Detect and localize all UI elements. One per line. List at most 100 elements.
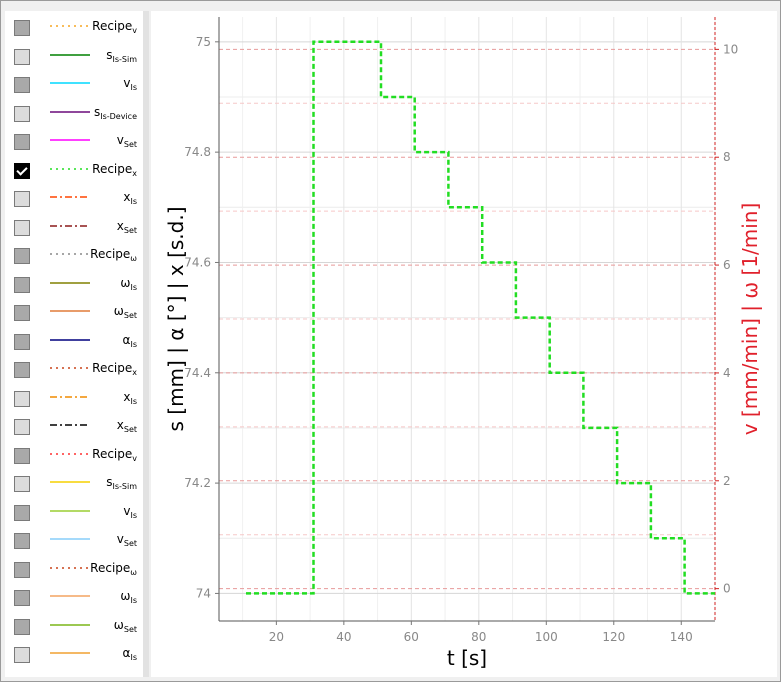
legend-toggle-checkbox[interactable]	[14, 561, 30, 578]
legend-item-s-is-sim-1[interactable]: sIs-Sim	[5, 44, 143, 72]
legend-toggle-checkbox[interactable]	[14, 590, 30, 606]
legend-toggle-checkbox[interactable]	[14, 504, 30, 521]
legend-toggle-checkbox[interactable]	[14, 134, 30, 150]
legend-toggle-checkbox[interactable]	[14, 476, 30, 492]
legend-item-recipe-w-2[interactable]: Recipeω	[5, 557, 143, 585]
x-tick-label: 140	[670, 630, 693, 644]
legend-label-base: Recipe	[92, 361, 133, 375]
legend-item-v-is-1[interactable]: vIs	[5, 72, 143, 100]
legend-label-base: ω	[113, 617, 124, 632]
y-axis-title-right: v [mm/min] | ω [1/min]	[738, 203, 762, 436]
y-tick-label-right: 10	[723, 42, 738, 56]
y-tick-label-right: 8	[723, 150, 731, 164]
legend-panel: Recipev sIs-Sim vIs sIs-Device vSet Recipex xI…	[5, 11, 143, 677]
legend-label-subscript: ω	[130, 567, 137, 577]
x-tick-label: 40	[336, 630, 351, 644]
legend-label: ωIs	[120, 276, 137, 292]
legend-label-subscript: x	[132, 168, 137, 178]
legend-label-base: x	[123, 190, 131, 204]
legend-item-recipe-v-1[interactable]: Recipev	[5, 15, 143, 43]
legend-label-subscript: Set	[123, 624, 137, 634]
legend-label: sIs-Device	[94, 105, 137, 121]
legend-label-subscript: v	[132, 26, 137, 35]
legend-label: ωSet	[114, 618, 137, 634]
y-tick-label-right: 2	[723, 474, 731, 488]
legend-label: Recipev	[92, 447, 137, 463]
legend-item-w-set-1[interactable]: ωSet	[5, 300, 143, 328]
legend-label-subscript: Is-Sim	[112, 54, 137, 64]
legend-label-subscript: Is	[130, 282, 137, 292]
legend-toggle-checkbox[interactable]	[14, 77, 30, 93]
legend-toggle-checkbox[interactable]	[14, 305, 30, 321]
legend-item-x-is-1[interactable]: xIs	[5, 186, 143, 214]
series-line-recipe-x	[246, 40, 715, 595]
legend-toggle-checkbox[interactable]	[14, 533, 30, 549]
legend-label: Recipev	[92, 19, 137, 35]
legend-item-v-is-2[interactable]: vIs	[5, 500, 143, 528]
legend-item-s-is-device[interactable]: sIs-Device	[5, 101, 143, 129]
legend-label-subscript: ω	[130, 254, 137, 263]
legend-toggle-checkbox[interactable]	[14, 105, 30, 122]
legend-label-subscript: Is	[130, 653, 137, 662]
legend-item-w-is-1[interactable]: ωIs	[5, 272, 143, 300]
y-tick-label-left: 74.8	[184, 145, 211, 159]
y-tick-label-left: 74.6	[184, 255, 211, 269]
legend-label: xSet	[117, 418, 137, 434]
legend-item-x-set-2[interactable]: xSet	[5, 414, 143, 442]
legend-item-x-set-1[interactable]: xSet	[5, 215, 143, 243]
legend-label-base: x	[116, 218, 124, 233]
y-tick-label-left: 74.2	[184, 476, 211, 490]
legend-label-subscript: Set	[123, 311, 137, 320]
x-tick-label: 60	[404, 630, 419, 644]
legend-toggle-checkbox[interactable]	[14, 618, 30, 635]
legend-label: vIs	[123, 504, 137, 520]
legend-item-a-is-1[interactable]: αIs	[5, 329, 143, 357]
legend-label-base: Recipe	[92, 161, 133, 176]
legend-item-v-set-2[interactable]: vSet	[5, 528, 143, 556]
legend-item-recipe-w-1[interactable]: Recipeω	[5, 243, 143, 271]
legend-label-subscript: Is	[130, 396, 137, 406]
x-tick-label: 20	[269, 630, 284, 644]
legend-toggle-checkbox[interactable]	[14, 647, 30, 663]
legend-label: vIs	[123, 76, 137, 92]
legend-item-w-set-2[interactable]: ωSet	[5, 614, 143, 642]
legend-toggle-checkbox[interactable]	[14, 219, 30, 236]
legend-label: xIs	[123, 190, 137, 206]
legend-label: αIs	[123, 646, 137, 662]
legend-item-v-set-1[interactable]: vSet	[5, 129, 143, 157]
legend-label-subscript: Is	[130, 197, 137, 206]
legend-label-base: v	[116, 532, 124, 546]
legend-toggle-checkbox[interactable]	[14, 20, 30, 36]
legend-item-recipe-v-2[interactable]: Recipev	[5, 443, 143, 471]
legend-item-recipe-x-1[interactable]: Recipex	[5, 158, 143, 186]
legend-label-base: Recipe	[92, 19, 133, 33]
legend-toggle-checkbox[interactable]	[14, 333, 30, 350]
legend-toggle-checkbox[interactable]	[14, 390, 30, 407]
legend-label: sIs-Sim	[106, 48, 137, 64]
legend-toggle-checkbox[interactable]	[14, 248, 30, 264]
legend-toggle-checkbox[interactable]	[14, 276, 30, 293]
legend-toggle-checkbox[interactable]	[14, 162, 30, 179]
y-axis-title-left: s [mm] | α [°] | x [s.d.]	[164, 206, 188, 431]
legend-label-subscript: x	[132, 368, 137, 377]
legend-toggle-checkbox[interactable]	[14, 48, 30, 65]
legend-toggle-checkbox[interactable]	[14, 447, 30, 464]
legend-toggle-checkbox[interactable]	[14, 191, 30, 207]
legend-toggle-checkbox[interactable]	[14, 362, 30, 378]
legend-toggle-checkbox[interactable]	[14, 419, 30, 435]
y-tick-label-left: 75	[196, 35, 211, 49]
legend-item-x-is-2[interactable]: xIs	[5, 386, 143, 414]
legend-label-base: s	[106, 47, 113, 62]
legend-label-base: v	[123, 503, 131, 518]
y-tick-label-left: 74.4	[184, 366, 211, 380]
y-tick-label-right: 0	[723, 582, 731, 596]
legend-item-w-is-2[interactable]: ωIs	[5, 585, 143, 613]
legend-item-a-is-2[interactable]: αIs	[5, 642, 143, 670]
legend-item-recipe-x-2[interactable]: Recipex	[5, 357, 143, 385]
x-tick-label: 120	[602, 630, 625, 644]
legend-label-subscript: Is	[130, 596, 137, 605]
x-axis-title: t [s]	[447, 646, 487, 670]
legend-label-base: Recipe	[92, 446, 133, 461]
legend-item-s-is-sim-2[interactable]: sIs-Sim	[5, 471, 143, 499]
